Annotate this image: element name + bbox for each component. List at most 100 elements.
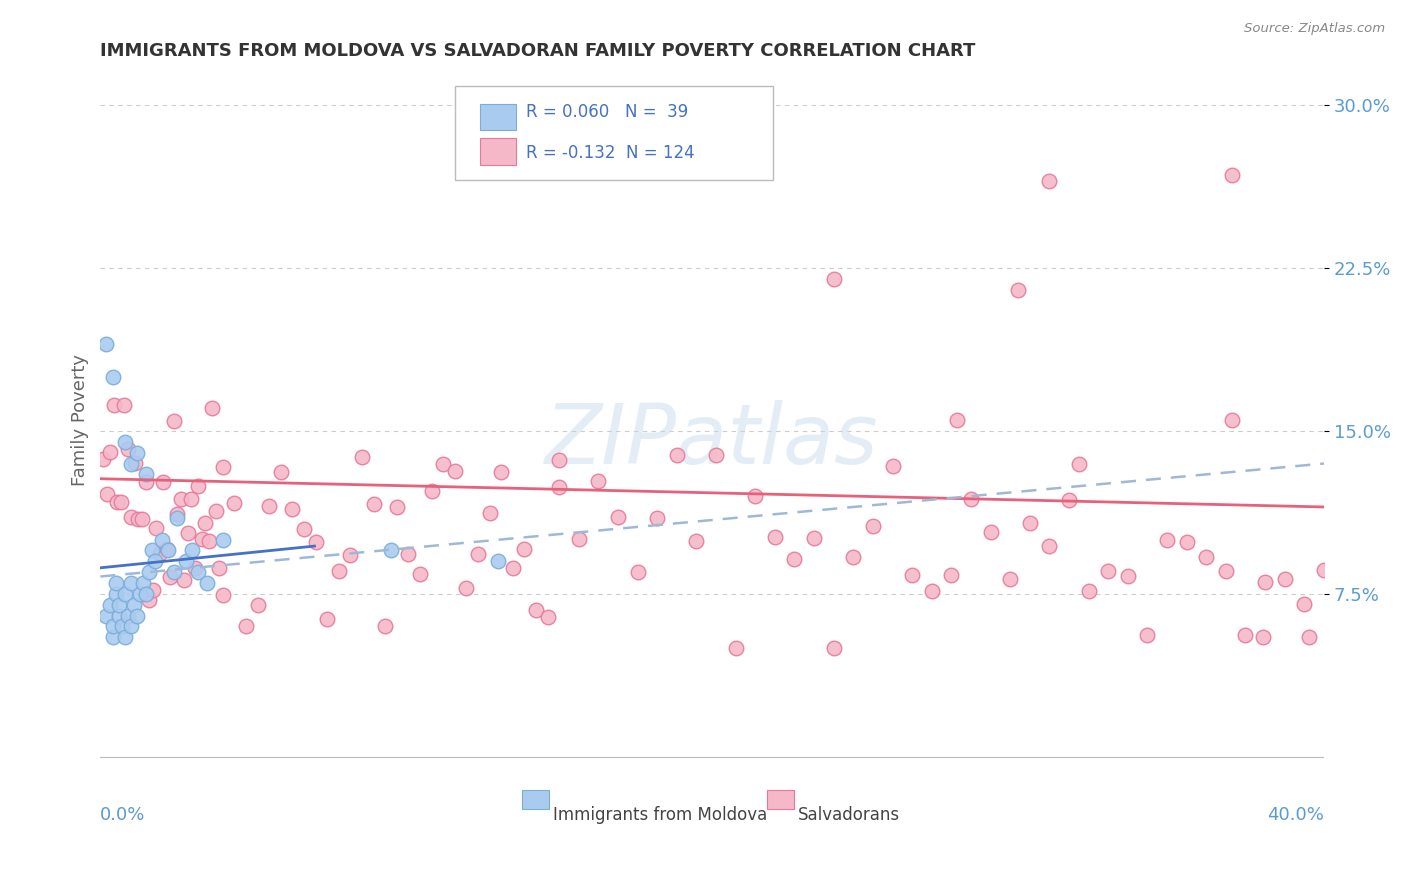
Text: R = 0.060   N =  39: R = 0.060 N = 39 [526,103,689,121]
Point [1116,568,1139,582]
Point [420,483,443,498]
Point [1156,533,1178,547]
Point [385,500,408,514]
Point [724,641,747,656]
Point [110,495,132,509]
Point [104,587,127,601]
Point [363,497,385,511]
Point [607,509,630,524]
Point [316,612,339,626]
Point [744,490,766,504]
Point [328,564,350,578]
Point [122,598,145,612]
Point [120,576,142,591]
Point [456,581,478,595]
Text: IMMIGRANTS FROM MOLDOVA VS SALVADORAN FAMILY POVERTY CORRELATION CHART: IMMIGRANTS FROM MOLDOVA VS SALVADORAN FA… [100,42,976,60]
Point [156,543,179,558]
Bar [523,790,550,809]
Point [467,547,489,561]
Point [197,576,219,591]
Point [960,491,983,506]
Text: R = -0.132  N = 124: R = -0.132 N = 124 [526,144,695,162]
Point [645,511,668,525]
Point [502,560,524,574]
Point [281,502,304,516]
Point [1220,413,1243,427]
Point [882,458,904,473]
Point [121,510,143,524]
Point [1215,564,1237,578]
Point [194,516,217,531]
Point [409,566,432,581]
Point [169,491,191,506]
Point [148,546,170,560]
Point [138,565,160,579]
Point [270,465,292,479]
Point [1007,283,1029,297]
Point [131,512,153,526]
Point [101,369,124,384]
Point [1038,539,1060,553]
Point [181,543,204,558]
Point [980,524,1002,539]
Point [489,465,512,479]
Text: Source: ZipAtlas.com: Source: ZipAtlas.com [1244,22,1385,36]
Y-axis label: Family Poverty: Family Poverty [72,354,89,486]
Point [159,570,181,584]
Point [901,567,924,582]
Point [107,494,129,508]
Point [1251,631,1274,645]
Point [145,521,167,535]
Point [117,442,139,457]
Point [141,583,163,598]
Point [246,598,269,612]
Point [176,526,198,541]
Point [824,272,846,286]
Point [104,576,127,591]
Text: Salvadorans: Salvadorans [797,806,900,824]
Text: 40.0%: 40.0% [1267,806,1324,824]
Point [763,530,786,544]
Point [96,487,118,501]
Text: 0.0%: 0.0% [100,806,146,824]
Point [208,561,231,575]
Point [120,619,142,633]
Point [134,475,156,489]
Point [187,478,209,492]
Point [1038,174,1060,188]
Point [626,565,648,579]
Point [124,456,146,470]
Point [111,619,134,633]
Point [823,641,845,656]
Point [93,451,115,466]
Point [1057,492,1080,507]
Point [548,453,571,467]
Point [1274,572,1296,586]
Point [211,533,233,547]
Point [187,565,209,579]
Point [1254,575,1277,590]
Point [941,568,963,582]
Point [1220,168,1243,182]
Point [292,522,315,536]
Point [114,434,136,449]
Point [524,603,547,617]
Point [548,480,571,494]
Point [180,491,202,506]
Point [1298,631,1320,645]
Point [1294,597,1316,611]
Point [96,337,118,351]
Point [141,543,163,558]
Point [96,608,118,623]
Point [998,572,1021,586]
Point [685,533,707,548]
Point [568,532,591,546]
Point [235,619,257,633]
Point [350,450,373,464]
Bar [479,138,516,165]
Point [1077,584,1099,599]
Point [152,475,174,489]
Point [704,448,727,462]
Point [204,503,226,517]
Point [101,631,124,645]
